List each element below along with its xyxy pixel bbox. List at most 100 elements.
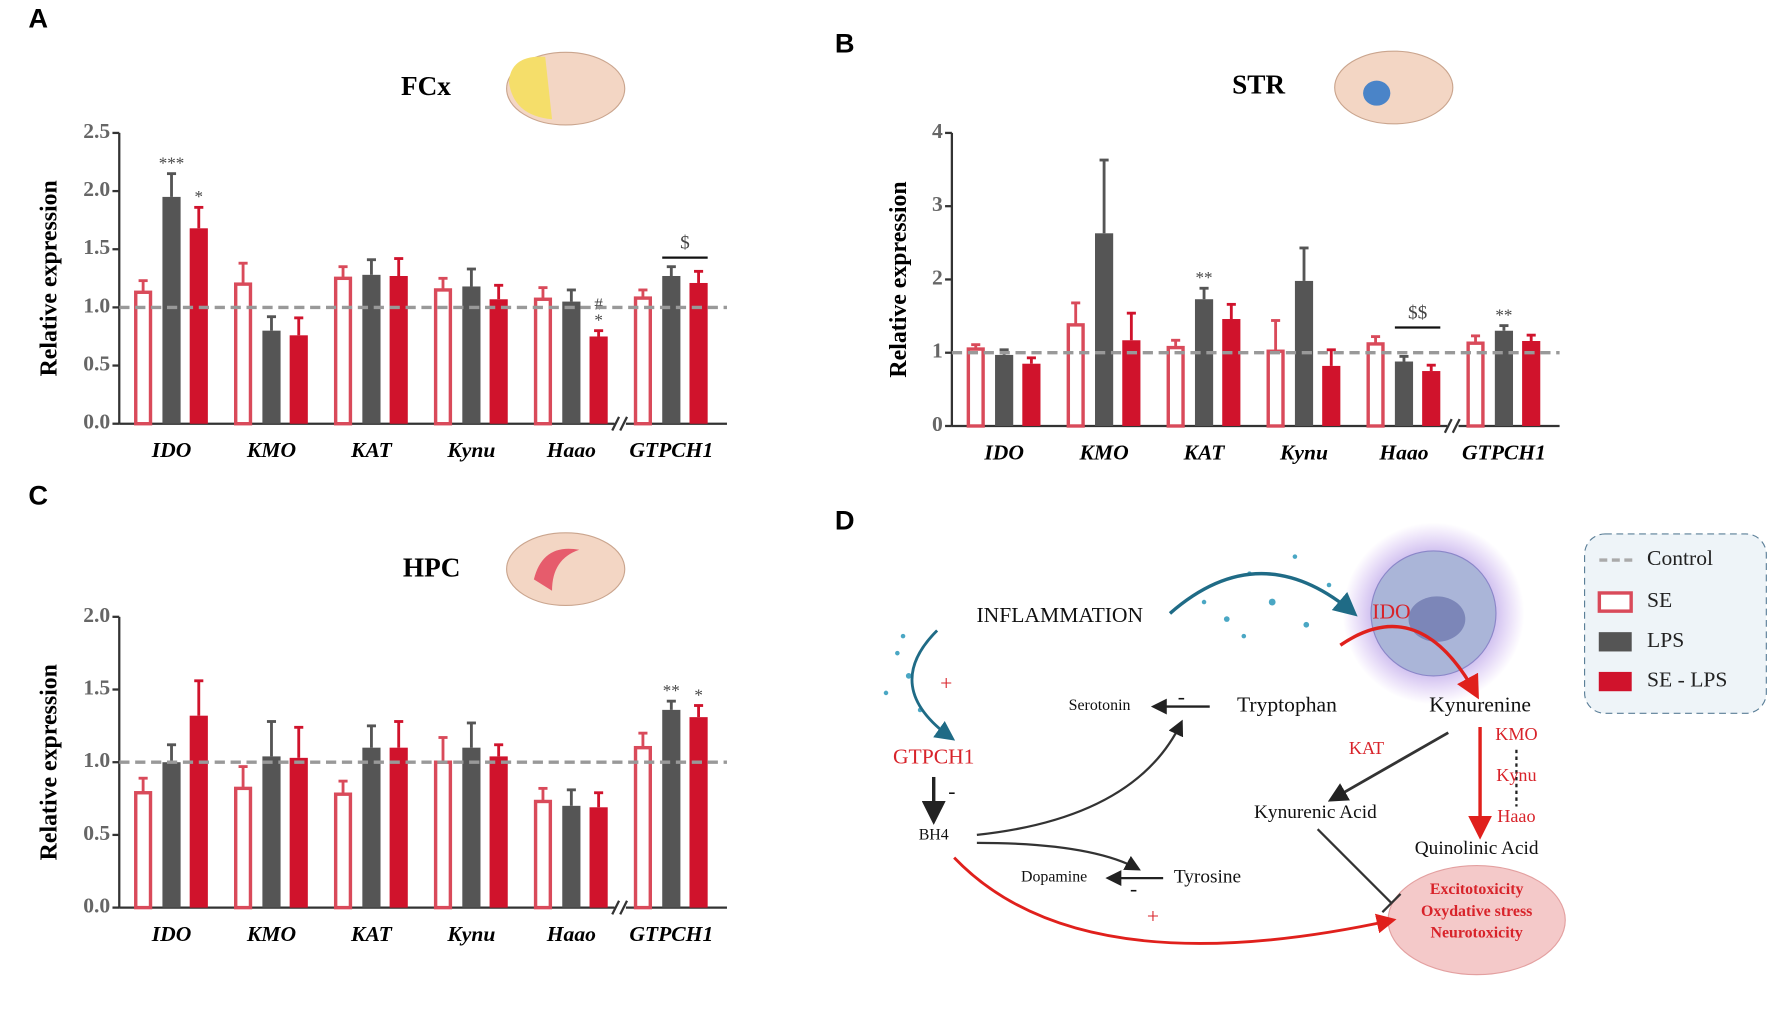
bar [562,805,581,908]
sign: + [940,671,952,695]
bar [462,286,481,424]
axis-break [619,416,629,432]
bar [462,747,481,908]
y-tick-label: 0 [932,412,943,436]
bar [589,336,608,424]
bar [333,792,353,910]
y-axis-label: Relative expression [37,180,63,376]
bracket-label: $$ [1408,302,1428,323]
bar [533,799,553,910]
y-tick-label: 0.0 [83,410,110,434]
bar [1166,345,1185,428]
sign: - [1178,685,1185,709]
bar [1366,342,1385,428]
bar [262,330,281,424]
significance: ** [1196,268,1213,287]
bar [134,290,153,426]
y-tick-label: 0.5 [83,821,110,845]
axis-break [1451,418,1461,434]
bar [1122,340,1141,426]
y-tick-label: 1.0 [83,748,110,772]
x-tick-label: KAT [350,922,393,946]
significance: * [195,187,204,206]
sign: - [1130,877,1137,901]
arrow [953,856,1397,945]
x-tick-label: KAT [350,438,393,462]
arrow [976,841,1141,871]
node-label: Tryptophan [1237,693,1337,717]
legend-box [1584,533,1767,714]
x-tick-label: KMO [246,922,296,946]
x-tick-label: GTPCH1 [1462,440,1546,464]
bar [333,276,353,426]
x-tick-label: Kynu [446,438,495,462]
significance: # [594,295,603,314]
bar [1222,319,1241,426]
bar [662,709,681,908]
bar [489,299,508,424]
axis-break [611,900,621,915]
bar [433,760,453,910]
inhibition [1316,828,1393,904]
y-tick-label: 0.5 [83,352,110,376]
chart-title: STR [1232,70,1285,100]
arrow [1339,624,1479,700]
bar [362,274,381,424]
node-label: BH4 [919,827,949,844]
bar [1095,233,1114,426]
node-label: GTPCH1 [893,745,975,769]
bracket-label: $ [680,232,690,253]
legend-label: SE - LPS [1647,668,1727,692]
bar [162,762,181,908]
legend-swatch [1598,632,1632,652]
node-label: KMO [1495,724,1537,744]
bar [1194,299,1214,426]
axis-break [619,900,629,915]
legend-swatch [1597,591,1633,613]
significance: * [594,310,603,329]
nucleus [1408,596,1466,642]
panel-label: B [835,28,855,59]
y-tick-label: 4 [932,119,943,143]
axis-break [611,416,621,432]
bar [562,301,581,424]
node-label: Kynu [1496,765,1536,785]
x-tick-label: GTPCH1 [629,438,713,462]
node-label: Tyrosine [1174,867,1241,888]
y-tick-label: 2.0 [83,603,110,627]
bar [289,757,308,908]
inhibition-bar [1381,893,1402,913]
bar [633,296,653,426]
bar [1466,341,1485,428]
significance: * [694,685,703,704]
x-tick-label: Haao [546,438,596,462]
bar [362,747,381,908]
sign: - [948,779,955,803]
node-label: Quinolinic Acid [1415,838,1539,859]
node-label: IDO [1372,599,1410,623]
bar [589,807,608,908]
bar [662,275,681,424]
x-tick-label: IDO [151,922,192,946]
bar [689,282,708,424]
legend-swatch [1598,671,1632,692]
node-label: Kynurenine [1429,693,1531,717]
node-label: INFLAMMATION [976,603,1143,627]
legend: Control [1584,533,1767,714]
significance: ** [663,681,680,700]
bar [289,335,308,424]
significance: *** [159,153,185,172]
y-tick-label: 1.5 [83,235,110,259]
bar [189,228,208,424]
bar [389,747,408,908]
bar [689,717,708,908]
bar [1394,361,1414,426]
y-axis-label: Relative expression [886,181,912,377]
bar [1522,340,1541,426]
bar [966,347,985,428]
node-label: Neurotoxicity [1430,924,1522,941]
legend-label: Control [1647,546,1713,570]
panel-label: A [28,3,48,34]
significance: ** [1495,305,1512,324]
